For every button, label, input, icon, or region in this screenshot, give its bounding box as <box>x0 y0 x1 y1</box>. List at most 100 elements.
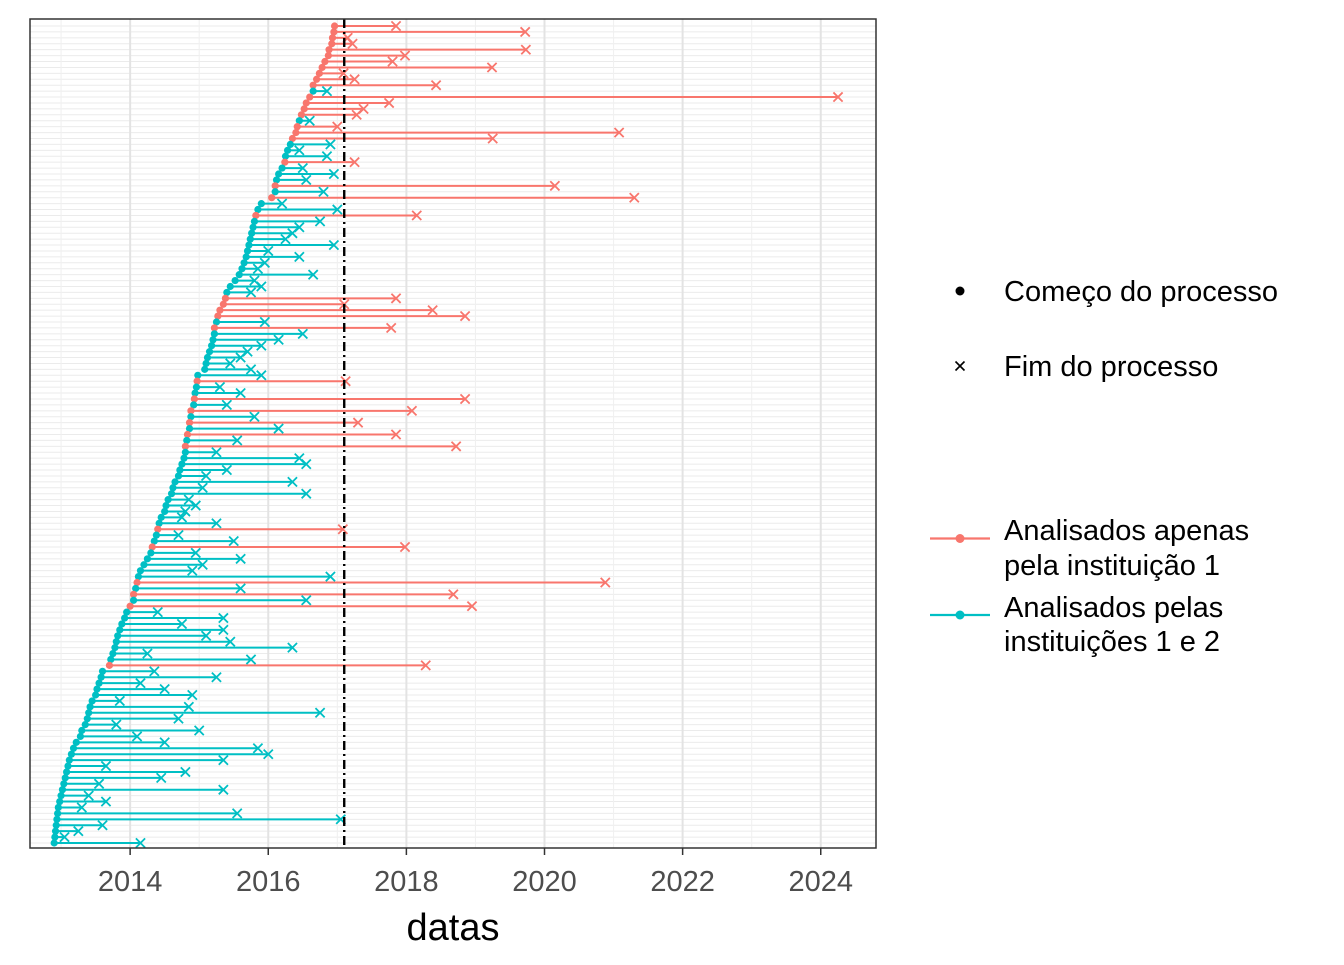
end-cross-inst12 <box>235 553 246 565</box>
end-cross-inst12 <box>135 837 146 849</box>
end-cross-inst12 <box>273 334 284 346</box>
start-point-inst1 <box>193 377 201 385</box>
start-point-inst12 <box>254 205 262 214</box>
end-cross-inst12 <box>287 476 298 488</box>
end-cross-inst1 <box>385 322 397 334</box>
start-point-inst12 <box>164 496 172 504</box>
start-point-inst12 <box>107 655 115 664</box>
x-tick-label: 2020 <box>512 866 577 898</box>
end-cross-inst12 <box>245 654 257 665</box>
start-point-inst12 <box>309 87 317 95</box>
start-point-inst12 <box>114 632 122 640</box>
start-point-inst12 <box>72 738 80 746</box>
start-point-inst1 <box>288 134 297 143</box>
end-cross-inst12 <box>111 719 122 730</box>
legend-label: pela instituição 1 <box>1004 550 1220 582</box>
end-cross-inst12 <box>276 198 288 209</box>
end-cross-inst12 <box>235 583 246 594</box>
legend-color-dot-icon <box>955 610 965 620</box>
start-point-inst12 <box>81 720 89 729</box>
end-cross-inst1 <box>486 62 498 73</box>
end-cross-inst12 <box>73 825 84 837</box>
start-point-inst12 <box>278 164 286 172</box>
end-cross-inst12 <box>225 358 236 369</box>
end-cross-inst12 <box>301 595 312 606</box>
start-point-inst12 <box>54 809 62 817</box>
end-cross-inst12 <box>314 707 326 718</box>
end-cross-inst1 <box>450 441 462 452</box>
start-point-inst12 <box>162 501 170 510</box>
start-point-inst12 <box>86 703 94 711</box>
end-cross-inst12 <box>190 500 201 511</box>
end-cross-inst12 <box>200 470 212 482</box>
start-point-inst12 <box>51 833 59 841</box>
start-point-inst12 <box>61 774 69 782</box>
end-cross-inst12 <box>218 754 229 766</box>
start-point-inst12 <box>205 348 214 356</box>
start-point-inst12 <box>109 649 117 658</box>
end-cross-inst1 <box>399 50 411 61</box>
start-point-inst1 <box>300 105 308 113</box>
start-point-inst12 <box>231 276 239 285</box>
start-point-inst1 <box>133 578 141 587</box>
end-cross-inst12 <box>83 790 94 801</box>
end-cross-inst1 <box>406 405 418 417</box>
start-point-inst12 <box>202 359 210 368</box>
start-point-inst12 <box>243 247 252 255</box>
start-point-inst12 <box>65 756 73 764</box>
start-point-inst1 <box>306 93 314 101</box>
end-cross-inst12 <box>97 820 108 831</box>
end-cross-inst12 <box>231 435 243 446</box>
end-cross-inst12 <box>155 772 167 784</box>
start-point-inst12 <box>161 507 169 516</box>
end-cross-inst12 <box>318 186 329 198</box>
x-tick-label: 2016 <box>236 866 301 898</box>
end-cross-inst12 <box>173 529 184 541</box>
end-cross-inst12 <box>93 778 105 790</box>
end-cross-inst12 <box>176 512 188 523</box>
start-point-inst12 <box>226 282 234 291</box>
panel-border <box>29 18 877 849</box>
end-cross-inst1 <box>427 304 438 316</box>
end-cross-inst12 <box>294 251 305 263</box>
end-cross-inst12 <box>287 642 298 653</box>
start-point-inst12 <box>157 513 165 521</box>
legend-label: Analisados apenas <box>1004 515 1249 547</box>
start-point-inst12 <box>210 330 218 338</box>
x-axis-title: datas <box>407 907 500 949</box>
start-point-inst12 <box>272 176 281 184</box>
legend-end-cross-icon <box>954 360 966 372</box>
end-cross-inst12 <box>187 565 198 576</box>
end-cross-inst12 <box>176 618 188 630</box>
start-point-inst12 <box>275 170 283 178</box>
end-cross-inst12 <box>183 701 195 713</box>
end-cross-inst12 <box>197 482 208 494</box>
start-point-inst12 <box>51 827 60 835</box>
start-point-inst1 <box>252 211 260 220</box>
start-point-inst1 <box>181 442 189 450</box>
start-point-inst1 <box>297 111 306 119</box>
start-point-inst1 <box>187 407 195 415</box>
start-point-inst12 <box>194 371 202 379</box>
end-cross-inst12 <box>211 671 222 683</box>
start-point-inst12 <box>134 572 143 581</box>
end-cross-inst12 <box>321 151 333 162</box>
end-cross-inst1 <box>420 660 431 671</box>
end-cross-inst12 <box>152 606 163 618</box>
start-point-inst12 <box>111 644 119 652</box>
end-cross-inst12 <box>221 399 233 411</box>
end-cross-inst1 <box>832 91 844 103</box>
legend-label: Analisados pelas <box>1004 592 1223 624</box>
start-point-inst1 <box>216 306 224 314</box>
start-point-inst12 <box>58 786 67 794</box>
start-point-inst1 <box>293 123 301 131</box>
start-point-inst12 <box>191 389 199 397</box>
end-cross-inst12 <box>235 352 246 363</box>
start-point-inst12 <box>176 466 184 474</box>
end-cross-inst12 <box>307 269 319 280</box>
end-cross-inst1 <box>332 121 343 132</box>
start-point-inst1 <box>321 57 329 66</box>
legend-start-dot-icon <box>955 286 965 296</box>
